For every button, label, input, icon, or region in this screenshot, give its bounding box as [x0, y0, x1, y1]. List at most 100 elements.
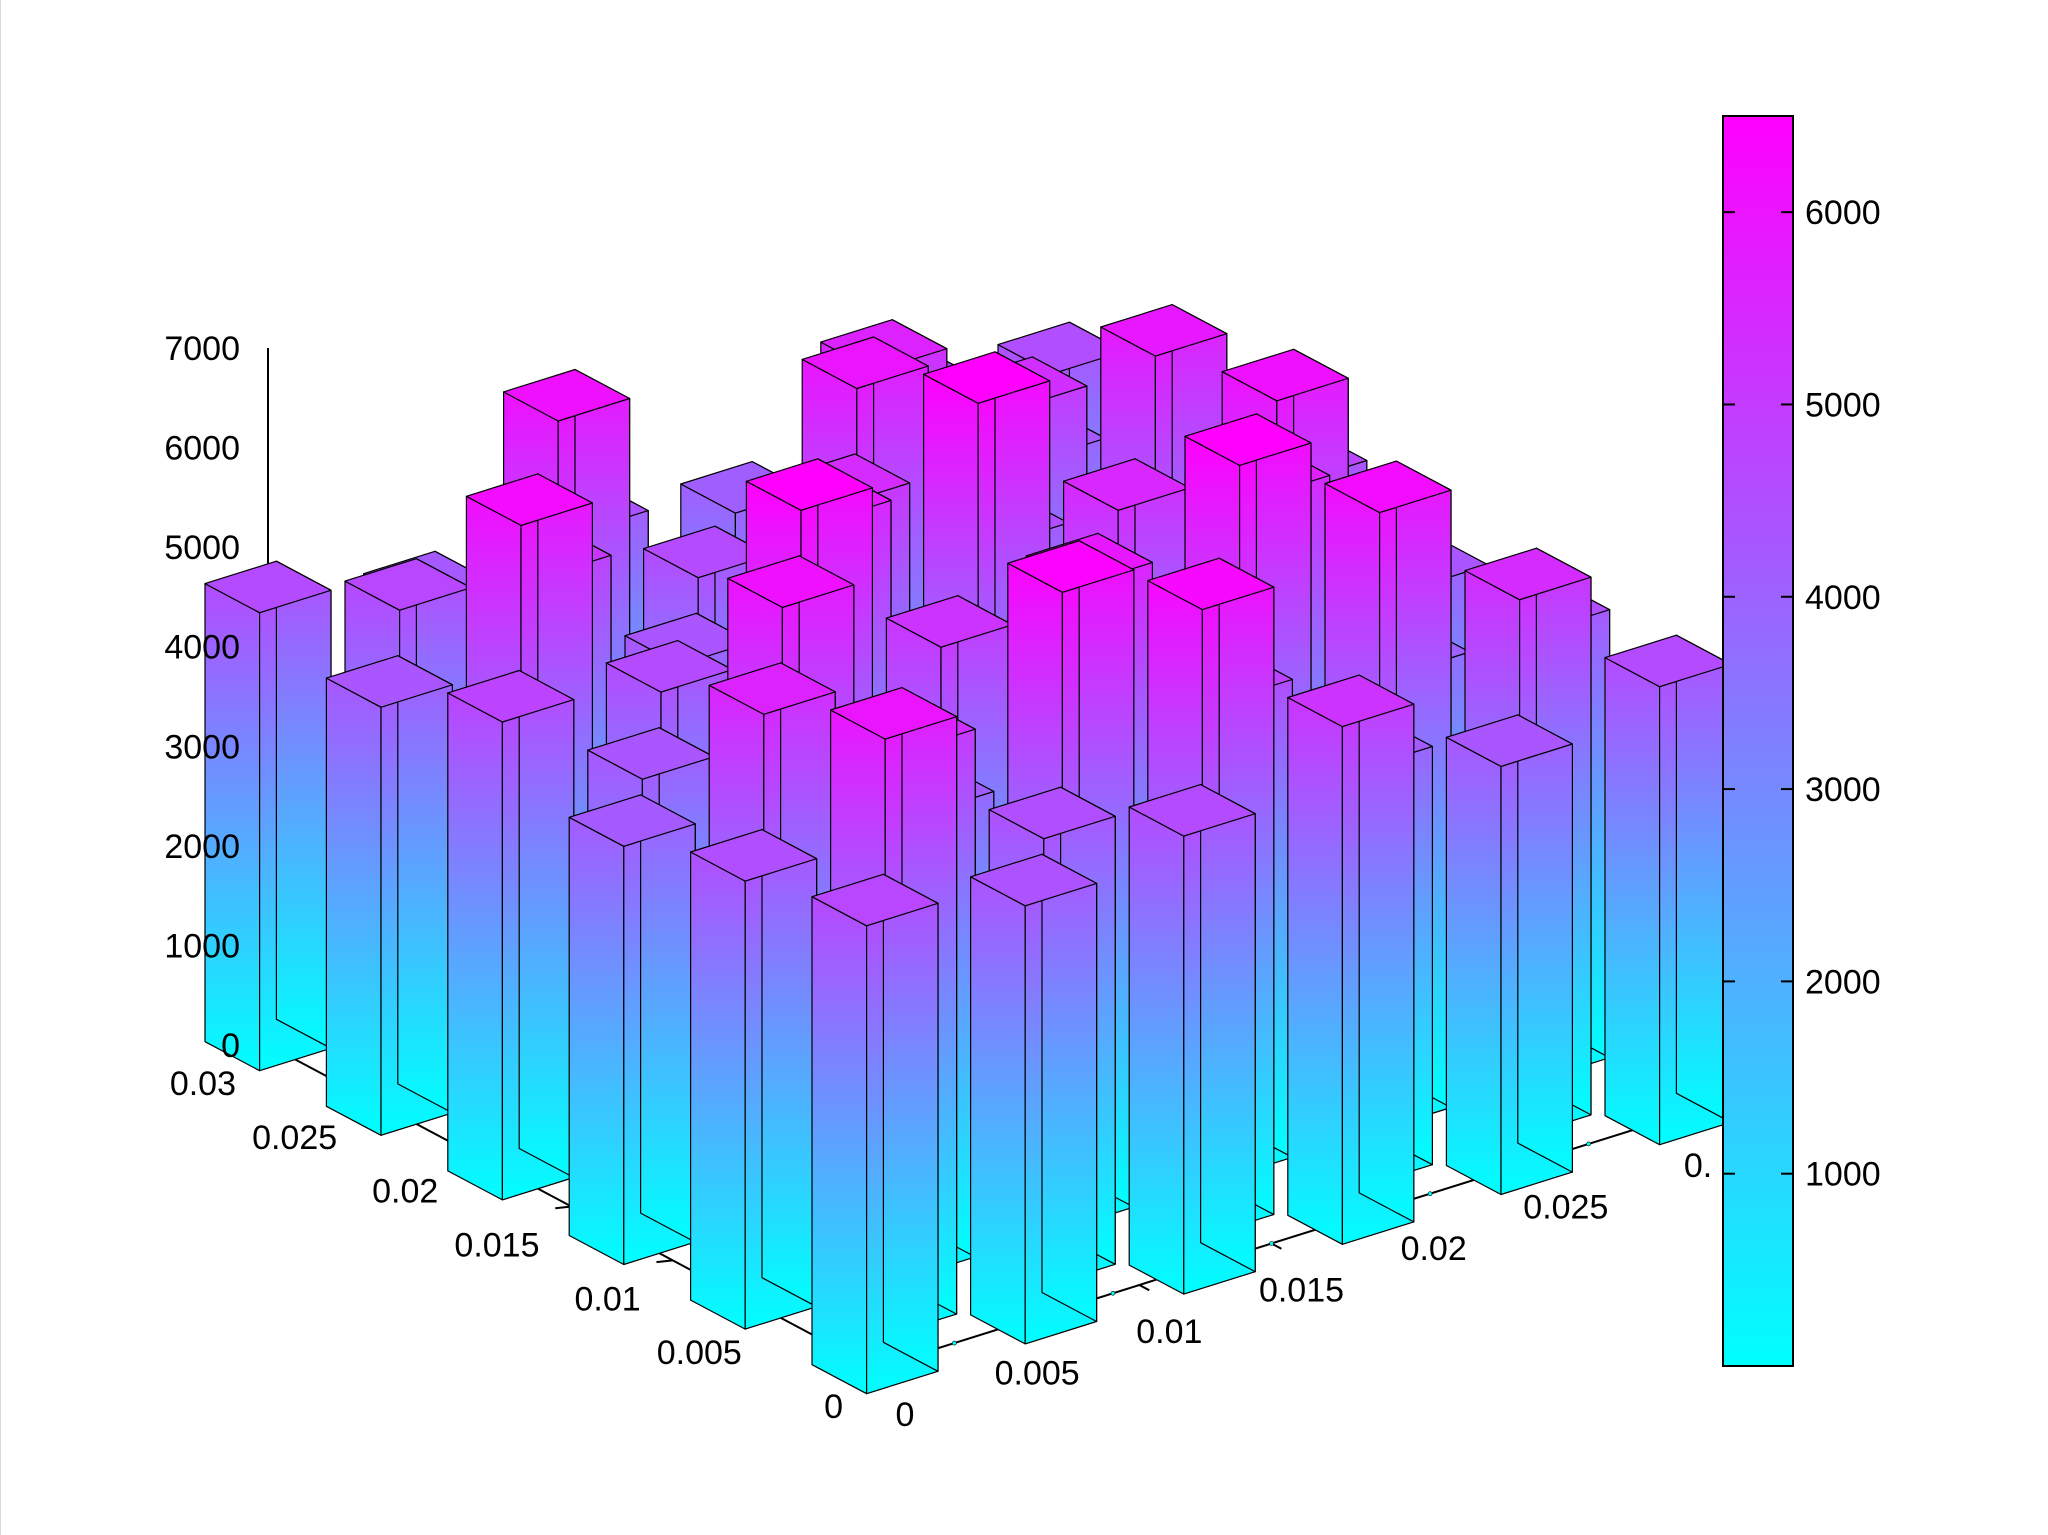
column-right-face [761, 828, 818, 1308]
x-tick-label: 0.01 [1136, 1313, 1202, 1351]
column-left-face [447, 692, 503, 1201]
column-left-face [325, 677, 382, 1136]
figure-border [0, 0, 1, 1535]
z-tick-label: 5000 [164, 529, 240, 567]
column-top-face [1464, 547, 1592, 601]
column-top-face [1324, 460, 1452, 514]
x-tick-label: 0. [1684, 1147, 1712, 1185]
column-top-face [1007, 540, 1135, 593]
colorbar-tick-label: 3000 [1805, 771, 1881, 809]
column-left-face [1128, 806, 1185, 1295]
column-top-face [829, 686, 958, 740]
surface-column [1287, 674, 1415, 1245]
surface-column [689, 828, 818, 1330]
y-tick-label: 0.03 [170, 1065, 236, 1103]
column-top-face [344, 558, 472, 611]
colorbar-gradient [1722, 115, 1794, 1367]
y-tick-label: 0 [824, 1388, 843, 1426]
surface-column [447, 669, 575, 1201]
column-right-face [882, 873, 939, 1372]
surface-valley-point [1269, 1241, 1274, 1246]
column-top-face [465, 473, 594, 527]
column-right-face [1517, 714, 1574, 1173]
column-left-face [969, 876, 1026, 1345]
column-top-face [447, 669, 575, 723]
column-top-face [988, 786, 1116, 840]
column-top-face [689, 828, 818, 882]
column-top-face [1062, 458, 1191, 511]
x-tick-label: 0.005 [995, 1355, 1080, 1393]
column-top-face [1128, 783, 1256, 837]
surface-valley-point [951, 1340, 957, 1346]
column-top-face [503, 368, 631, 422]
surface-column [1604, 634, 1732, 1146]
column-left-face [1604, 656, 1661, 1146]
column-top-face [1445, 714, 1574, 768]
column-right-face [1041, 853, 1098, 1323]
surface-column [204, 560, 332, 1072]
surface-valley-point [1586, 1141, 1591, 1147]
z-tick-label: 0 [221, 1027, 240, 1065]
surface-column [1128, 783, 1256, 1295]
column-top-face [745, 458, 874, 511]
column-top-face [969, 853, 1098, 907]
column-top-face [885, 595, 1014, 648]
z-tick-label: 3000 [164, 728, 240, 766]
x-tick-label: 0 [896, 1396, 915, 1434]
column-top-face [1604, 634, 1732, 688]
column-top-face [1147, 557, 1275, 611]
y-tick-label: 0.02 [372, 1173, 438, 1211]
column-top-face [922, 351, 1051, 404]
column-left-face [811, 896, 868, 1395]
y-tick-label: 0.025 [252, 1119, 337, 1157]
column-right-face [1358, 674, 1415, 1223]
column-top-face [1221, 348, 1349, 402]
surface-bars [204, 304, 1732, 1395]
y-tick-label: 0.01 [574, 1280, 640, 1318]
z-tick-label: 2000 [164, 828, 240, 866]
z-tick-label: 7000 [164, 330, 240, 368]
surface-valley-point [1110, 1291, 1116, 1296]
column-top-face [1100, 304, 1228, 357]
column-left-face [1287, 696, 1344, 1245]
surface-valley-point [1427, 1191, 1433, 1196]
column-top-face [325, 655, 453, 708]
column-top-face [568, 794, 696, 847]
column-top-face [587, 727, 715, 780]
y-tick-label: 0.005 [657, 1334, 742, 1372]
column-left-face [568, 816, 625, 1266]
column-top-face [1184, 413, 1312, 466]
x-axis-tick [1138, 1284, 1150, 1292]
surface-column [811, 873, 939, 1395]
surface-column [325, 655, 453, 1136]
column-left-face [1445, 736, 1502, 1196]
x-tick-label: 0.015 [1259, 1272, 1344, 1310]
x-tick-label: 0.025 [1523, 1189, 1608, 1227]
surface-column [969, 853, 1098, 1345]
column-right-face [275, 560, 332, 1049]
x-tick-label: 0.02 [1401, 1230, 1467, 1268]
column-left-face [689, 851, 746, 1330]
z-tick-label: 4000 [164, 629, 240, 667]
surface-column [568, 794, 696, 1266]
z-tick-label: 6000 [164, 430, 240, 468]
y-tick-label: 0.015 [454, 1227, 539, 1265]
colorbar-tick-label: 6000 [1805, 194, 1881, 232]
column-top-face [1287, 674, 1415, 728]
colorbar-tick-label: 4000 [1805, 579, 1881, 617]
colorbar-tick-label: 5000 [1805, 386, 1881, 424]
z-tick-label: 1000 [164, 927, 240, 965]
colorbar-tick-label: 2000 [1805, 963, 1881, 1001]
column-right-face [639, 794, 696, 1243]
column-top-face [708, 662, 836, 715]
column-top-face [801, 336, 929, 390]
column-top-face [204, 560, 332, 614]
colorbar-tick-label: 1000 [1805, 1156, 1881, 1194]
column-top-face [727, 555, 855, 609]
column-right-face [518, 669, 575, 1179]
column-top-face [811, 873, 939, 927]
y-axis-tick [656, 1259, 673, 1264]
column-right-face [1199, 783, 1256, 1273]
